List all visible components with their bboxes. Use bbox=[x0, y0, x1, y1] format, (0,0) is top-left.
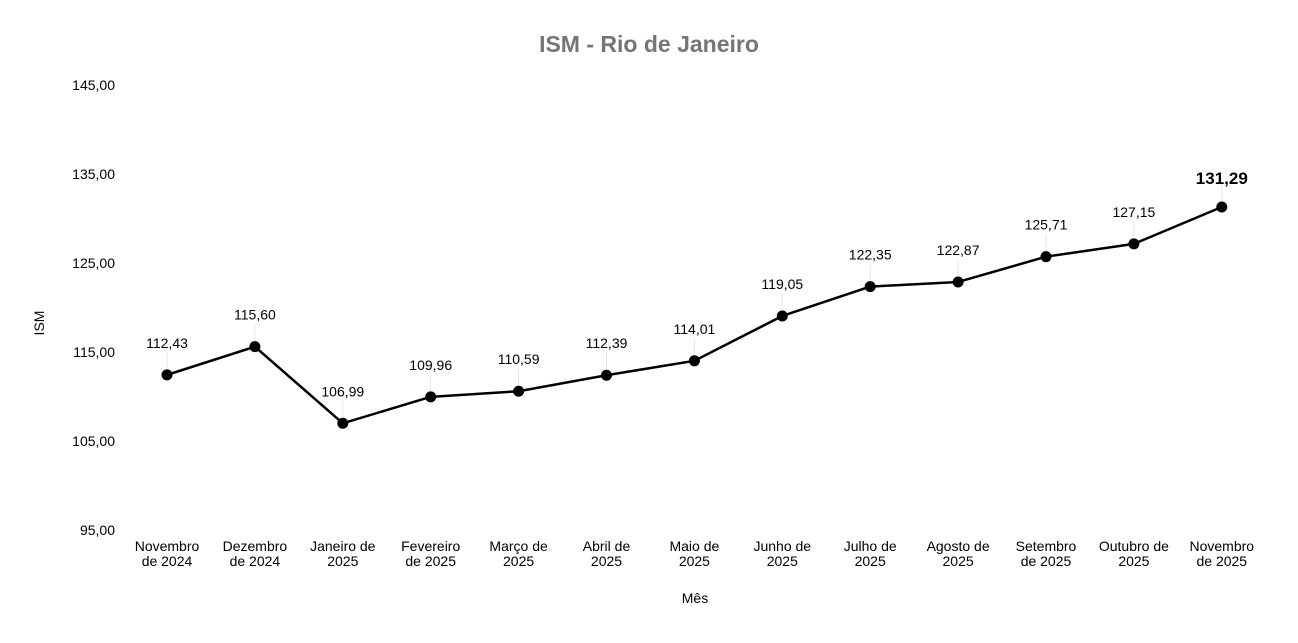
data-label: 122,87 bbox=[937, 242, 980, 258]
x-tick-label: Novembro de 2024 bbox=[135, 538, 200, 569]
data-label: 131,29 bbox=[1196, 169, 1248, 188]
x-tick-label: Dezembro de 2024 bbox=[223, 538, 288, 569]
data-label: 115,60 bbox=[234, 307, 276, 323]
data-point bbox=[688, 355, 700, 367]
data-label: 110,59 bbox=[498, 351, 540, 367]
data-label: 125,71 bbox=[1025, 217, 1068, 233]
data-label: 114,01 bbox=[674, 321, 716, 337]
y-tick-label: 145,00 bbox=[72, 77, 115, 93]
data-point bbox=[425, 391, 437, 403]
x-tick-label: Fevereiro de 2025 bbox=[401, 538, 460, 569]
data-label: 112,43 bbox=[146, 335, 188, 351]
data-label: 122,35 bbox=[849, 247, 892, 263]
x-tick-label: Setembro de 2025 bbox=[1016, 538, 1077, 569]
x-tick-label: Julho de 2025 bbox=[844, 538, 897, 569]
data-point bbox=[1040, 251, 1052, 263]
data-point bbox=[952, 276, 964, 288]
x-tick-label: Janeiro de 2025 bbox=[310, 538, 376, 569]
data-label: 127,15 bbox=[1112, 204, 1155, 220]
x-tick-label: Agosto de 2025 bbox=[927, 538, 990, 569]
data-point bbox=[1216, 201, 1228, 213]
x-tick-label: Novembro de 2025 bbox=[1190, 538, 1255, 569]
y-tick-label: 115,00 bbox=[73, 344, 115, 360]
data-point bbox=[249, 341, 261, 353]
data-point bbox=[161, 369, 173, 381]
x-tick-label: Abril de 2025 bbox=[583, 538, 631, 569]
x-tick-label: Maio de 2025 bbox=[669, 538, 719, 569]
data-point bbox=[601, 369, 612, 381]
data-label: 112,39 bbox=[586, 335, 628, 351]
x-axis-label: Mês bbox=[682, 590, 708, 606]
data-label: 109,96 bbox=[409, 357, 452, 373]
x-tick-label: Março de 2025 bbox=[489, 538, 548, 569]
x-tick-label: Outubro de 2025 bbox=[1099, 538, 1169, 569]
data-point bbox=[513, 385, 525, 397]
y-tick-label: 105,00 bbox=[72, 433, 115, 449]
data-label: 106,99 bbox=[321, 383, 364, 399]
y-axis-label: ISM bbox=[31, 311, 47, 336]
data-point bbox=[1128, 238, 1140, 250]
x-tick-label: Junho de 2025 bbox=[753, 538, 811, 569]
y-tick-label: 95,00 bbox=[80, 522, 115, 538]
data-point bbox=[864, 281, 876, 293]
data-point bbox=[776, 310, 788, 322]
data-label: 119,05 bbox=[761, 276, 803, 292]
data-point bbox=[337, 417, 349, 429]
chart-title: ISM - Rio de Janeiro bbox=[539, 31, 759, 57]
y-tick-label: 135,00 bbox=[72, 166, 115, 182]
y-tick-label: 125,00 bbox=[72, 255, 115, 271]
